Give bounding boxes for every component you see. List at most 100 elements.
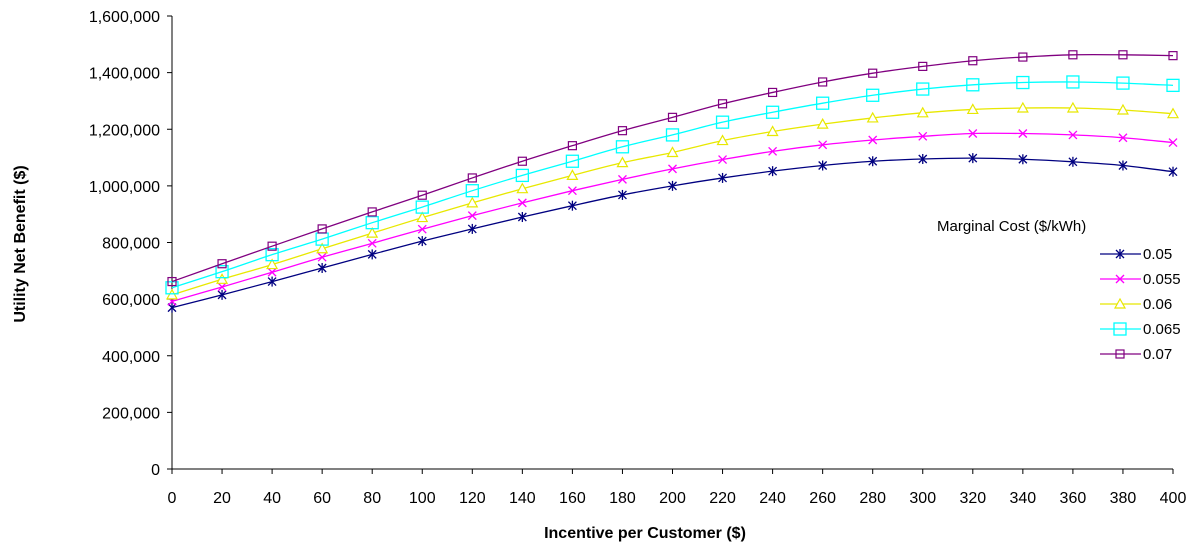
data-point — [966, 103, 979, 115]
x-tick-label: 160 — [559, 490, 586, 507]
data-point — [716, 134, 729, 146]
x-tick-label: 340 — [1009, 490, 1036, 507]
legend-label: 0.07 — [1143, 346, 1172, 363]
x-tick-label: 40 — [263, 490, 281, 507]
data-point — [1068, 50, 1078, 60]
data-point — [417, 236, 427, 247]
data-point — [668, 180, 677, 191]
data-point — [1118, 50, 1128, 60]
x-tick-label: 0 — [168, 490, 177, 507]
data-point — [665, 128, 680, 142]
data-point — [217, 289, 227, 300]
legend-marker — [1113, 322, 1127, 336]
data-point — [1068, 156, 1078, 167]
data-point — [916, 106, 929, 118]
legend-label: 0.055 — [1143, 271, 1181, 288]
data-point — [567, 186, 577, 196]
legend: Marginal Cost ($/kWh) 0.05 0.055 0.06 0.065… — [937, 218, 1181, 363]
legend-item-0.05: 0.05 — [1100, 246, 1172, 263]
x-tick-label: 380 — [1110, 490, 1137, 507]
data-point — [918, 153, 928, 164]
x-tick-label: 320 — [959, 490, 986, 507]
x-tick-label: 20 — [213, 490, 231, 507]
x-tick-label: 120 — [459, 490, 486, 507]
data-point — [1166, 107, 1180, 119]
data-point — [465, 184, 479, 198]
data-point — [317, 224, 327, 234]
data-point — [366, 226, 379, 238]
data-point — [1116, 76, 1130, 90]
data-point — [1168, 51, 1178, 61]
data-point — [267, 241, 277, 251]
legend-label: 0.06 — [1143, 296, 1172, 313]
data-point — [367, 238, 377, 248]
data-point — [217, 282, 227, 292]
data-point — [1016, 75, 1030, 90]
data-point — [968, 153, 978, 164]
data-point — [316, 242, 329, 254]
y-tick-label: 200,000 — [102, 405, 160, 422]
data-point — [1018, 129, 1028, 138]
x-tick-label: 220 — [709, 490, 736, 507]
series-layer — [165, 50, 1180, 313]
data-point — [467, 173, 477, 183]
data-point — [1168, 166, 1178, 177]
data-point — [1066, 101, 1079, 113]
x-tick-label: 360 — [1060, 490, 1087, 507]
legend-label: 0.065 — [1143, 321, 1181, 338]
x-axis-title: Incentive per Customer ($) — [544, 525, 746, 542]
data-point — [1118, 133, 1128, 143]
y-tick-label: 0 — [151, 462, 160, 479]
data-point — [567, 200, 577, 211]
data-point — [666, 146, 679, 158]
y-tick-label: 1,600,000 — [89, 9, 160, 26]
data-point — [668, 164, 677, 174]
x-tick-label: 100 — [409, 490, 436, 507]
y-ticks: 0 200,000 400,000 600,000 800,000 1,000,000 1,… — [89, 9, 172, 479]
series-line — [171, 53, 1174, 283]
data-point — [768, 166, 778, 177]
legend-marker — [1115, 249, 1125, 259]
y-tick-label: 800,000 — [102, 236, 160, 253]
data-point — [916, 82, 930, 96]
data-point — [968, 56, 978, 66]
data-point — [565, 154, 580, 168]
data-point — [517, 212, 527, 223]
data-point — [918, 131, 928, 141]
series-0.06 — [165, 101, 1180, 300]
data-point — [1066, 75, 1080, 89]
data-point — [818, 160, 828, 171]
series-0.07 — [167, 50, 1178, 287]
x-tick-label: 180 — [609, 490, 636, 507]
data-point — [616, 156, 629, 168]
legend-item-0.06: 0.06 — [1100, 296, 1172, 313]
data-point — [1168, 138, 1178, 148]
data-point — [167, 276, 177, 287]
data-point — [617, 126, 628, 136]
y-axis-title: Utility Net Benefit ($) — [12, 165, 29, 322]
data-point — [765, 105, 780, 119]
data-point — [165, 281, 179, 295]
series-0.065 — [165, 75, 1180, 295]
data-point — [365, 216, 379, 230]
legend-item-0.07: 0.07 — [1100, 346, 1172, 363]
data-point — [718, 172, 728, 183]
data-point — [818, 77, 828, 87]
legend-label: 0.05 — [1143, 246, 1172, 263]
data-point — [1118, 160, 1128, 171]
data-point — [966, 78, 980, 92]
data-point — [467, 223, 477, 234]
legend-title: Marginal Cost ($/kWh) — [937, 218, 1086, 235]
x-tick-label: 400 — [1160, 490, 1187, 507]
y-tick-label: 600,000 — [102, 292, 160, 309]
x-tick-label: 200 — [659, 490, 686, 507]
data-point — [667, 112, 678, 122]
x-tick-label: 60 — [313, 490, 331, 507]
data-point — [715, 115, 730, 129]
data-point — [718, 155, 728, 165]
series-0.055 — [167, 129, 1178, 306]
data-point — [868, 135, 878, 145]
data-point — [816, 96, 830, 110]
data-point — [267, 276, 277, 287]
